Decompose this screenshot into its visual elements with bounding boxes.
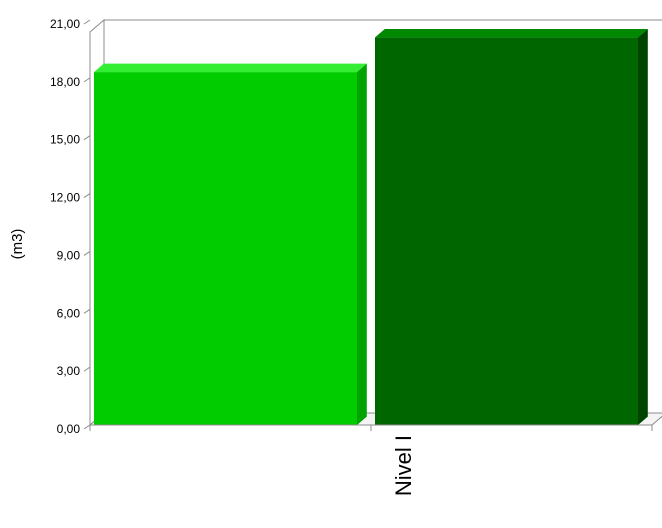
y-tick-label: 15,00 bbox=[50, 133, 80, 147]
y-tick bbox=[83, 19, 91, 25]
x-axis: Nivel INivel II bbox=[89, 424, 653, 496]
y-tick-label: 9,00 bbox=[57, 248, 81, 262]
y-tick bbox=[83, 308, 91, 314]
y-tick-label: 18,00 bbox=[50, 75, 80, 89]
y-tick bbox=[83, 366, 91, 372]
bar-front bbox=[94, 72, 357, 426]
y-tick bbox=[83, 193, 91, 198]
y-tick bbox=[83, 424, 91, 430]
y-tick-label: 6,00 bbox=[57, 306, 81, 320]
y-axis-title: (m3) bbox=[9, 229, 26, 260]
bar-front bbox=[375, 37, 638, 425]
y-tick bbox=[83, 251, 91, 256]
bar-top bbox=[375, 28, 648, 38]
bar-side bbox=[638, 28, 648, 425]
bar-side bbox=[357, 63, 367, 426]
bar bbox=[94, 63, 367, 426]
y-tick-label: 3,00 bbox=[57, 364, 81, 378]
y-tick-label: 12,00 bbox=[50, 191, 80, 205]
y-tick-label: 0,00 bbox=[57, 422, 81, 436]
x-category-label: Nivel I bbox=[391, 435, 416, 496]
y-axis: (m3) 0,00 3,00 6,00 9,00 12,00 15,00 18,00 21,0… bbox=[9, 17, 91, 436]
bar-top bbox=[94, 63, 367, 73]
y-tick-label: 21,00 bbox=[50, 17, 80, 31]
bar bbox=[375, 28, 648, 425]
bars bbox=[94, 28, 648, 426]
y-tick bbox=[83, 135, 91, 141]
y-tick bbox=[83, 77, 91, 83]
